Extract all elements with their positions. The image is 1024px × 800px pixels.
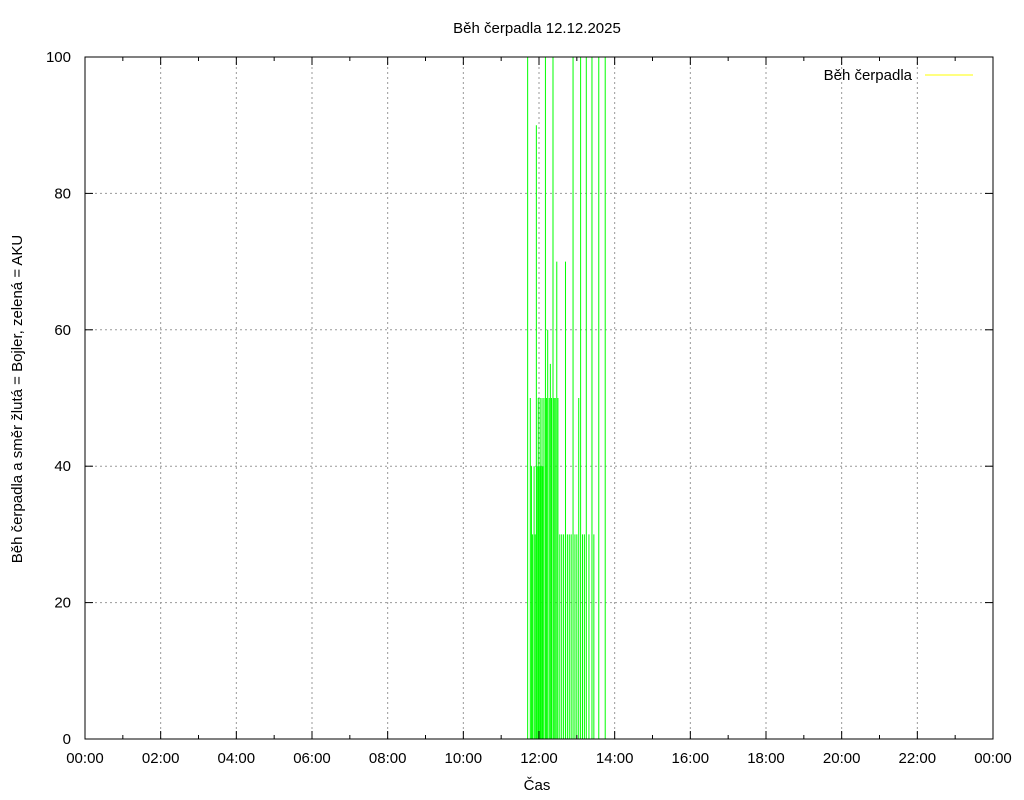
x-tick-label: 18:00 — [747, 750, 785, 767]
y-tick-label: 20 — [54, 595, 71, 612]
x-tick-label: 14:00 — [596, 750, 634, 767]
x-tick-label: 00:00 — [66, 750, 104, 767]
x-tick-label: 22:00 — [899, 750, 937, 767]
x-tick-label: 10:00 — [445, 750, 483, 767]
legend: Běh čerpadla — [824, 67, 973, 84]
y-axis-label: Běh čerpadla a směr žlutá = Bojler, zele… — [9, 235, 26, 564]
y-tick-label: 60 — [54, 322, 71, 339]
x-tick-label: 08:00 — [369, 750, 407, 767]
y-tick-label: 100 — [46, 49, 71, 66]
x-tick-label: 12:00 — [520, 750, 558, 767]
x-tick-label: 20:00 — [823, 750, 861, 767]
y-tick-label: 80 — [54, 185, 71, 202]
axis-ticks: 00:00 02:00 04:00 06:00 08:00 10:00 12:00 14:00… — [46, 49, 1012, 767]
x-axis-label: Čas — [524, 777, 551, 794]
chart-title: Běh čerpadla 12.12.2025 — [453, 20, 621, 37]
x-tick-label: 16:00 — [672, 750, 710, 767]
y-tick-label: 40 — [54, 458, 71, 475]
y-tick-label: 0 — [63, 731, 71, 748]
data-marks — [527, 57, 606, 739]
x-tick-label: 04:00 — [218, 750, 256, 767]
legend-label: Běh čerpadla — [824, 67, 913, 84]
x-tick-label: 02:00 — [142, 750, 180, 767]
grid-lines — [85, 57, 993, 739]
x-tick-label: 00:00 — [974, 750, 1012, 767]
x-tick-label: 06:00 — [293, 750, 331, 767]
